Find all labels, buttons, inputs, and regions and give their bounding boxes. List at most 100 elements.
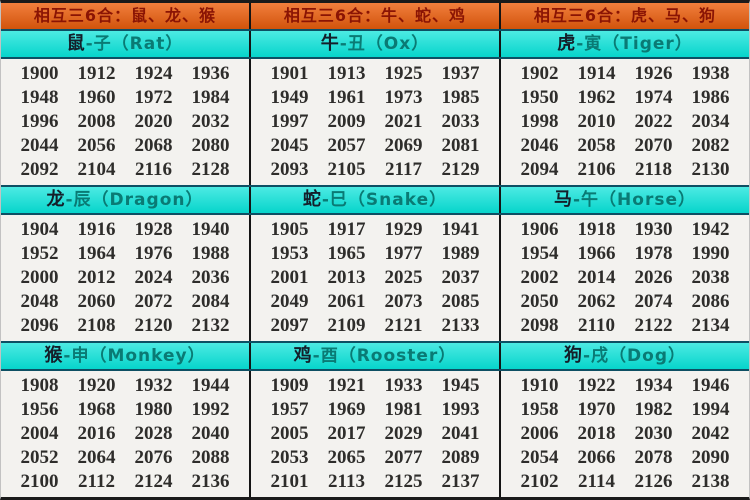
year-value: 2050: [520, 291, 559, 312]
year-value: 1978: [634, 243, 673, 264]
year-value: 2112: [78, 471, 115, 492]
year-value: 1944: [191, 375, 230, 396]
zodiac-animal-char: 虎: [557, 33, 577, 54]
bands: 鼠-子（Rat） 牛-丑（Ox） 虎-寅（Tiger） 1900 1912 1924 193…: [1, 29, 749, 497]
zodiac-label: -寅（Tiger）: [576, 34, 693, 54]
year-value: 2058: [577, 135, 616, 156]
year-value: 2077: [384, 447, 423, 468]
year-value: 2041: [441, 423, 480, 444]
zodiac-animal-char: 猴: [44, 345, 64, 366]
year-value: 1928: [134, 219, 173, 240]
banner-text-3: 相互三6合：虎、马、狗: [499, 3, 749, 29]
year-value: 2138: [691, 471, 730, 492]
year-value: 2012: [77, 267, 116, 288]
year-value: 2056: [77, 135, 116, 156]
year-value: 1908: [20, 375, 59, 396]
year-value: 2084: [191, 291, 230, 312]
years-row-3: 1908 1920 1932 1944 1956 1968 1980 1992 2004 2016…: [1, 371, 749, 497]
year-value: 2117: [385, 159, 422, 180]
year-value: 1956: [20, 399, 59, 420]
zodiac-header-rat: 鼠-子（Rat）: [1, 31, 249, 57]
year-value: 1929: [384, 219, 423, 240]
zodiac-header-monkey: 猴-申（Monkey）: [1, 343, 249, 369]
year-value: 2129: [441, 159, 480, 180]
year-value: 2037: [441, 267, 480, 288]
year-value: 1990: [691, 243, 730, 264]
year-value: 2028: [134, 423, 173, 444]
year-value: 2086: [691, 291, 730, 312]
year-value: 1958: [520, 399, 559, 420]
zodiac-header-row-3: 猴-申（Monkey） 鸡-酉（Rooster） 狗-戌（Dog）: [1, 341, 749, 371]
zodiac-header-dog: 狗-戌（Dog）: [499, 343, 749, 369]
years-grid-snake: 1905 1917 1929 1941 1953 1965 1977 1989 2001 2013…: [249, 215, 499, 341]
year-value: 2081: [441, 135, 480, 156]
zodiac-label: -午（Horse）: [573, 190, 696, 210]
zodiac-header-tiger: 虎-寅（Tiger）: [499, 31, 749, 57]
year-value: 1982: [634, 399, 673, 420]
year-value: 1916: [77, 219, 116, 240]
year-value: 2118: [635, 159, 672, 180]
zodiac-header-row-1: 鼠-子（Rat） 牛-丑（Ox） 虎-寅（Tiger）: [1, 29, 749, 59]
year-value: 2046: [520, 135, 559, 156]
year-value: 2030: [634, 423, 673, 444]
year-value: 1948: [20, 87, 59, 108]
year-value: 2036: [191, 267, 230, 288]
year-value: 2125: [384, 471, 423, 492]
year-value: 1976: [134, 243, 173, 264]
year-value: 2044: [20, 135, 59, 156]
year-value: 1964: [77, 243, 116, 264]
year-value: 2096: [20, 315, 59, 336]
year-value: 1973: [384, 87, 423, 108]
year-value: 1996: [20, 111, 59, 132]
year-value: 1920: [77, 375, 116, 396]
year-value: 2114: [578, 471, 615, 492]
year-value: 1930: [634, 219, 673, 240]
year-value: 1924: [134, 63, 173, 84]
zodiac-animal-char: 龙: [46, 189, 66, 210]
year-value: 1962: [577, 87, 616, 108]
year-value: 2060: [77, 291, 116, 312]
zodiac-label: -戌（Dog）: [582, 346, 686, 366]
year-value: 1936: [191, 63, 230, 84]
year-value: 2092: [20, 159, 59, 180]
zodiac-header-row-2: 龙-辰（Dragon） 蛇-巳（Snake） 马-午（Horse）: [1, 185, 749, 215]
year-value: 2094: [520, 159, 559, 180]
year-value: 2076: [134, 447, 173, 468]
zodiac-header-dragon: 龙-辰（Dragon）: [1, 187, 249, 213]
year-value: 2120: [134, 315, 173, 336]
year-value: 2106: [577, 159, 616, 180]
year-value: 2008: [77, 111, 116, 132]
year-value: 1985: [441, 87, 480, 108]
year-value: 2033: [441, 111, 480, 132]
years-grid-tiger: 1902 1914 1926 1938 1950 1962 1974 1986 1998 2010…: [499, 59, 749, 185]
year-value: 1925: [384, 63, 423, 84]
year-value: 2105: [327, 159, 366, 180]
year-value: 2045: [270, 135, 309, 156]
year-value: 2068: [134, 135, 173, 156]
year-value: 1910: [520, 375, 559, 396]
year-value: 2073: [384, 291, 423, 312]
year-value: 2002: [520, 267, 559, 288]
year-value: 1918: [577, 219, 616, 240]
year-value: 1993: [441, 399, 480, 420]
year-value: 2020: [134, 111, 173, 132]
year-value: 1968: [77, 399, 116, 420]
year-value: 2000: [20, 267, 59, 288]
year-value: 2082: [691, 135, 730, 156]
year-value: 2110: [578, 315, 615, 336]
years-grid-horse: 1906 1918 1930 1942 1954 1966 1978 1990 2002 2014…: [499, 215, 749, 341]
year-value: 2109: [327, 315, 366, 336]
year-value: 1994: [691, 399, 730, 420]
year-value: 1974: [634, 87, 673, 108]
years-grid-ox: 1901 1913 1925 1937 1949 1961 1973 1985 1997 2009…: [249, 59, 499, 185]
year-value: 2038: [691, 267, 730, 288]
year-value: 1921: [327, 375, 366, 396]
year-value: 1965: [327, 243, 366, 264]
year-value: 2100: [20, 471, 59, 492]
year-value: 1937: [441, 63, 480, 84]
year-value: 1953: [270, 243, 309, 264]
zodiac-label: -子（Rat）: [85, 34, 184, 54]
zodiac-label: -申（Monkey）: [63, 346, 206, 366]
year-value: 1940: [191, 219, 230, 240]
